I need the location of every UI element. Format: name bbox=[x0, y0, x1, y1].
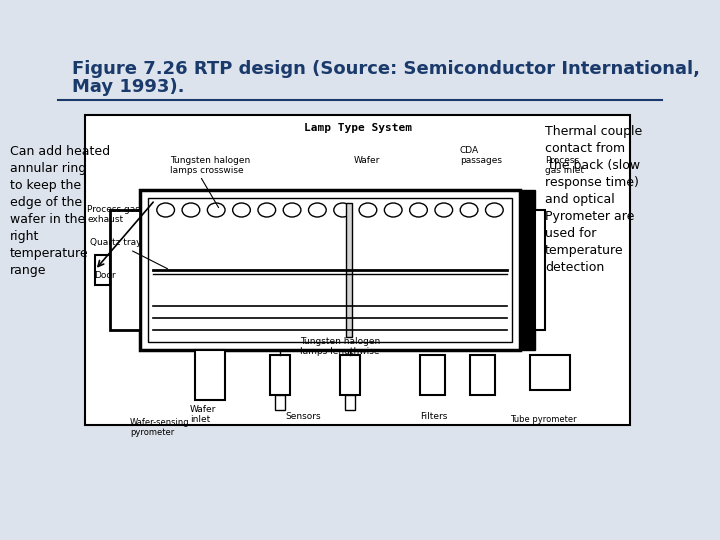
Ellipse shape bbox=[334, 203, 351, 217]
Ellipse shape bbox=[157, 203, 174, 217]
Ellipse shape bbox=[485, 203, 503, 217]
Bar bbox=[520, 190, 535, 350]
Text: Tungsten halogen
lamps lengthwise: Tungsten halogen lamps lengthwise bbox=[300, 337, 380, 356]
Text: Tube pyrometer: Tube pyrometer bbox=[510, 415, 577, 424]
Bar bbox=[345, 395, 355, 410]
Text: CDA
passages: CDA passages bbox=[460, 146, 502, 165]
Bar bbox=[195, 350, 225, 400]
Text: Wafer: Wafer bbox=[354, 156, 380, 165]
Text: Process gas
exhaust: Process gas exhaust bbox=[87, 205, 140, 225]
Bar bbox=[470, 355, 495, 395]
Text: May 1993).: May 1993). bbox=[72, 78, 184, 96]
Ellipse shape bbox=[384, 203, 402, 217]
Bar bbox=[148, 198, 512, 342]
Text: Tungsten halogen
lamps crosswise: Tungsten halogen lamps crosswise bbox=[170, 156, 251, 175]
Bar bbox=[346, 203, 352, 337]
Bar bbox=[140, 190, 520, 350]
Ellipse shape bbox=[460, 203, 478, 217]
Text: Wafer
inlet: Wafer inlet bbox=[190, 405, 217, 424]
Ellipse shape bbox=[410, 203, 428, 217]
Bar bbox=[420, 355, 445, 395]
Bar bbox=[340, 355, 360, 395]
Text: Figure 7.26 RTP design (Source: Semiconductor International,: Figure 7.26 RTP design (Source: Semicond… bbox=[72, 60, 700, 78]
Ellipse shape bbox=[359, 203, 377, 217]
FancyBboxPatch shape bbox=[85, 115, 630, 425]
Ellipse shape bbox=[435, 203, 453, 217]
Ellipse shape bbox=[258, 203, 276, 217]
Ellipse shape bbox=[207, 203, 225, 217]
Text: Filters: Filters bbox=[420, 412, 447, 421]
Text: Wafer-sensing
pyrometer: Wafer-sensing pyrometer bbox=[130, 418, 189, 437]
Text: Quartz tray: Quartz tray bbox=[90, 238, 168, 269]
Ellipse shape bbox=[283, 203, 301, 217]
Bar bbox=[110, 210, 140, 330]
Bar bbox=[530, 355, 570, 390]
Text: Sensors: Sensors bbox=[285, 412, 320, 421]
Text: Door: Door bbox=[94, 271, 116, 280]
Ellipse shape bbox=[308, 203, 326, 217]
Text: Lamp Type System: Lamp Type System bbox=[304, 123, 412, 133]
Text: Process
gas inlet: Process gas inlet bbox=[545, 156, 584, 175]
Bar bbox=[535, 210, 545, 330]
Bar bbox=[95, 255, 110, 285]
Ellipse shape bbox=[182, 203, 199, 217]
Bar bbox=[270, 355, 290, 395]
Text: Thermal couple
contact from
 the back (slow
response time)
and optical
Pyrometer: Thermal couple contact from the back (sl… bbox=[545, 125, 642, 274]
Bar bbox=[275, 395, 285, 410]
Ellipse shape bbox=[233, 203, 251, 217]
Text: Can add heated
annular ring
to keep the
edge of the
wafer in the
right
temperatu: Can add heated annular ring to keep the … bbox=[10, 145, 110, 277]
